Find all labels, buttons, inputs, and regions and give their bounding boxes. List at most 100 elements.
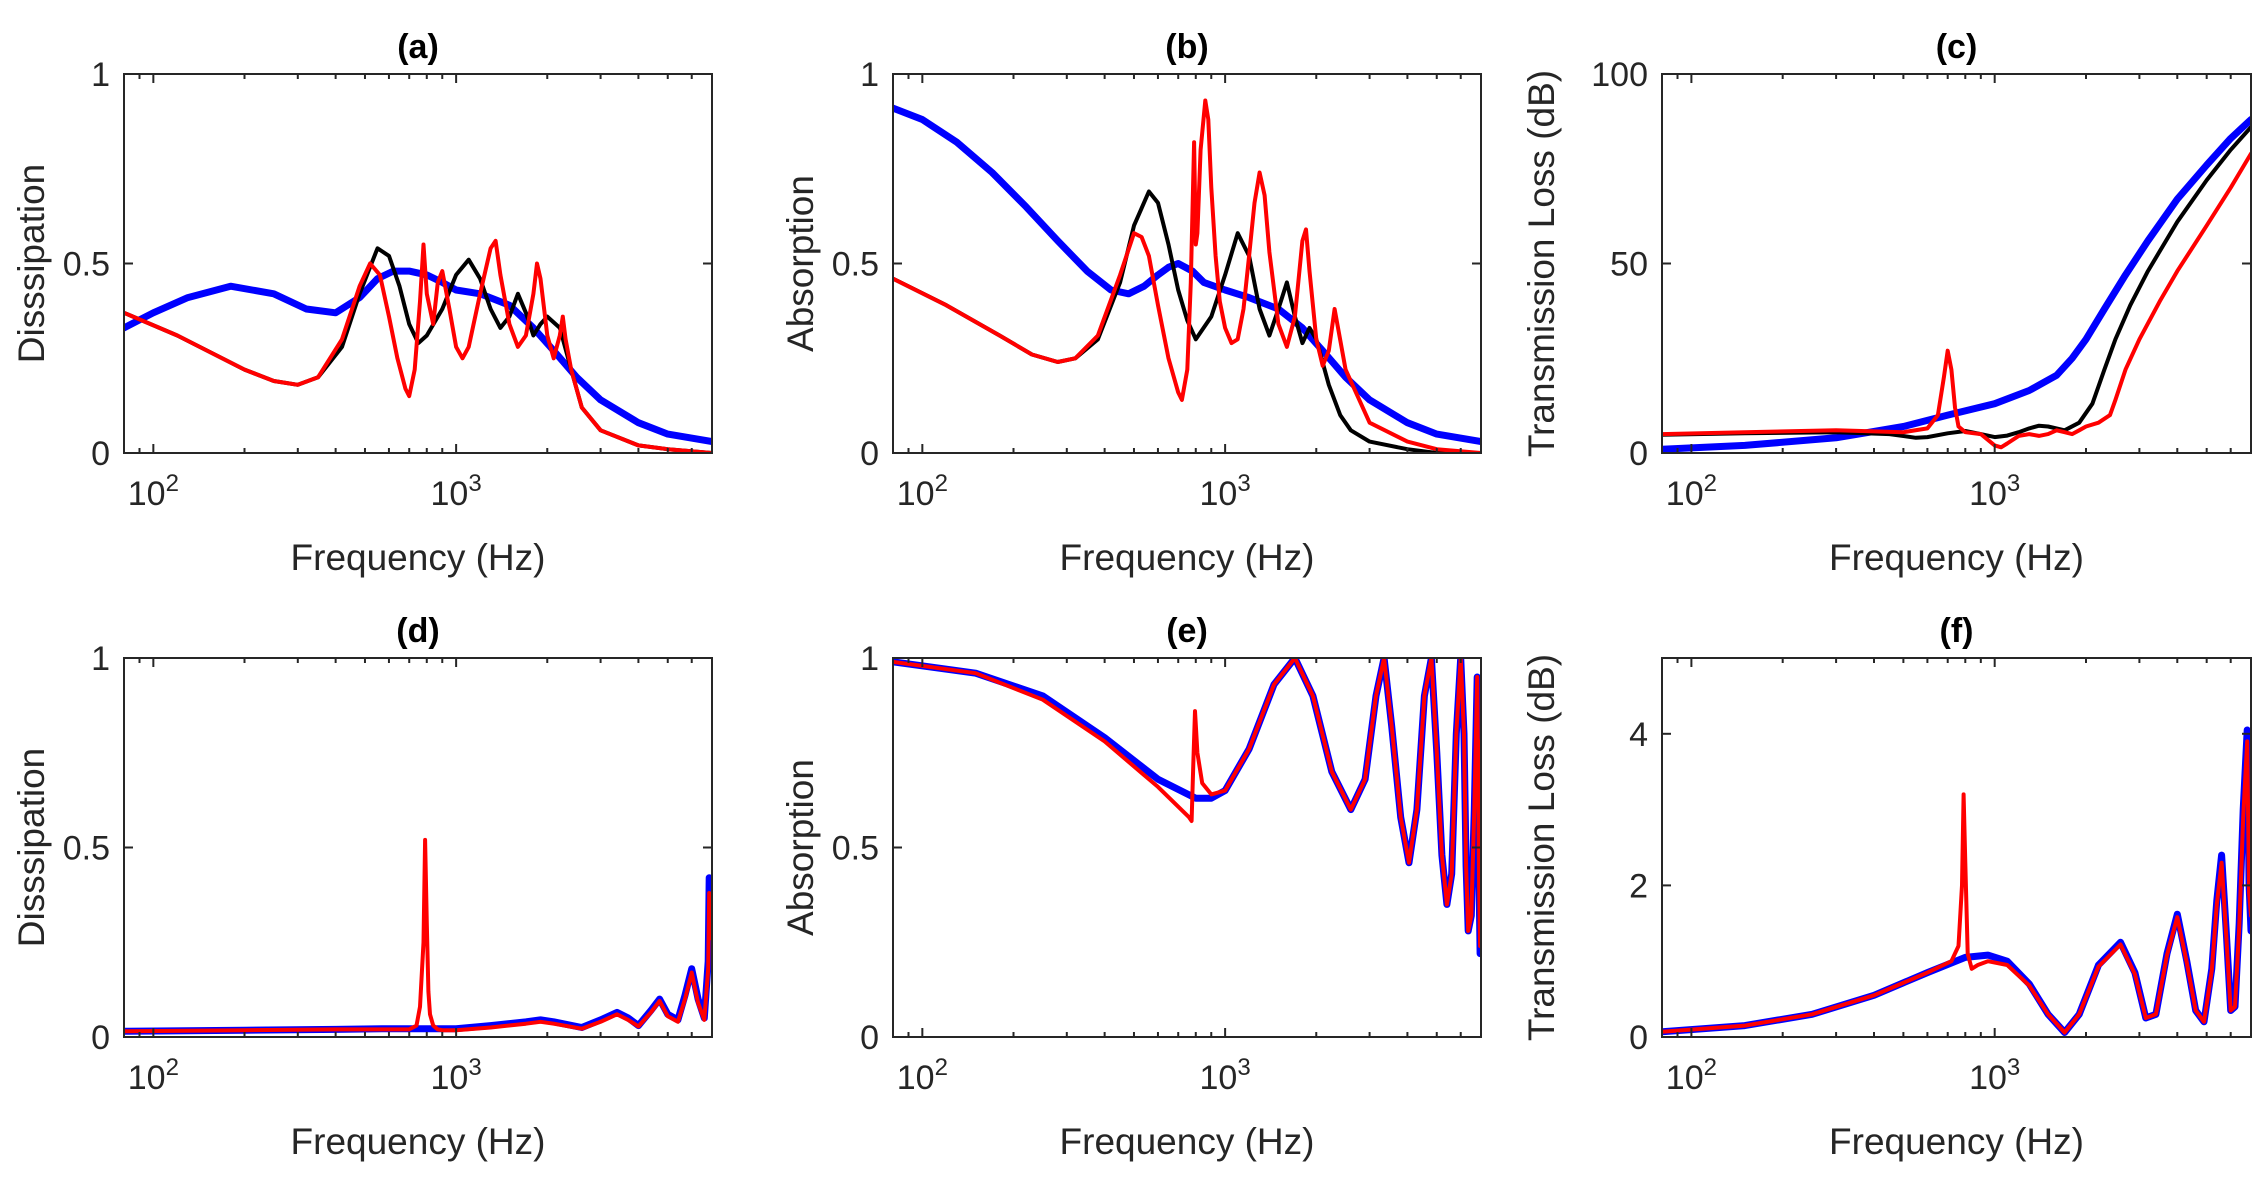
y-axis-label: Absorption [780, 759, 821, 936]
series-line-blue [893, 104, 1481, 446]
series-line-red [1662, 151, 2251, 450]
x-tick-exponent: 2 [1704, 1054, 1717, 1081]
x-axis-label: Frequency (Hz) [1060, 537, 1315, 578]
x-tick-exponent: 3 [468, 1054, 481, 1081]
x-tick-label: 102 [897, 470, 948, 513]
y-tick-label: 1 [860, 640, 879, 678]
axes-box [1661, 657, 2252, 1038]
series-group [893, 658, 1481, 958]
y-tick-label: 1 [91, 56, 110, 94]
series-line-red [893, 658, 1481, 948]
axes-box [123, 657, 713, 1038]
y-tick-label: 0 [91, 1019, 110, 1057]
x-tick-label: 103 [431, 470, 482, 513]
x-tick-base: 10 [431, 475, 469, 513]
series-group [1662, 726, 2251, 1036]
series-group [893, 98, 1481, 453]
series-group [124, 837, 712, 1035]
series-group [1662, 116, 2251, 453]
axes-box [892, 73, 1482, 454]
x-tick-base: 10 [1666, 1059, 1704, 1097]
x-axis-label: Frequency (Hz) [291, 1121, 546, 1162]
x-axis-label: Frequency (Hz) [1829, 1121, 2084, 1162]
x-axis-label: Frequency (Hz) [291, 537, 546, 578]
x-tick-base: 10 [1200, 475, 1238, 513]
y-axis-label: Disssipation [11, 164, 52, 363]
y-tick-label: 50 [1610, 246, 1648, 284]
y-tick-label: 0.5 [63, 246, 110, 284]
x-tick-label: 103 [431, 1054, 482, 1097]
series-line-black [1662, 125, 2251, 440]
y-tick-label: 2 [1629, 867, 1648, 905]
y-axis-label: Absorption [780, 175, 821, 352]
series-line-red [1662, 739, 2251, 1035]
x-tick-exponent: 2 [935, 470, 948, 497]
x-tick-base: 10 [1969, 475, 2007, 513]
y-tick-label: 0 [860, 1019, 879, 1057]
x-tick-exponent: 3 [2007, 1054, 2020, 1081]
panel-title: (c) [1936, 28, 1978, 66]
x-tick-base: 10 [1969, 1059, 2007, 1097]
x-tick-base: 10 [1200, 1059, 1238, 1097]
axes-box [1661, 73, 2252, 454]
series-group [124, 238, 712, 453]
x-tick-base: 10 [897, 475, 935, 513]
panel-title: (e) [1166, 612, 1208, 650]
x-tick-label: 102 [1666, 1054, 1717, 1097]
panel-title: (f) [1940, 612, 1974, 650]
series-line-red [893, 98, 1481, 453]
y-axis-label: Disssipation [11, 748, 52, 947]
series-line-blue [124, 267, 712, 446]
x-tick-base: 10 [128, 475, 166, 513]
y-axis-label: Transmission Loss (dB) [1521, 70, 1562, 457]
x-tick-exponent: 3 [468, 470, 481, 497]
x-tick-exponent: 2 [935, 1054, 948, 1081]
series-line-red [124, 837, 712, 1034]
x-tick-base: 10 [1666, 475, 1704, 513]
x-tick-label: 102 [128, 470, 179, 513]
x-axis-label: Frequency (Hz) [1829, 537, 2084, 578]
x-axis-label: Frequency (Hz) [1060, 1121, 1315, 1162]
x-tick-exponent: 3 [1237, 1054, 1250, 1081]
panel-title: (b) [1165, 28, 1208, 66]
axes-box [123, 73, 713, 454]
y-tick-label: 0.5 [832, 830, 879, 868]
x-tick-base: 10 [128, 1059, 166, 1097]
series-line-red [124, 238, 712, 453]
y-tick-label: 0 [860, 435, 879, 473]
x-tick-base: 10 [897, 1059, 935, 1097]
series-line-blue [893, 658, 1481, 958]
y-tick-label: 0 [1629, 435, 1648, 473]
x-tick-label: 103 [1969, 1054, 2020, 1097]
x-tick-exponent: 2 [166, 470, 179, 497]
x-tick-exponent: 3 [2007, 470, 2020, 497]
y-axis-label: Transmission Loss (dB) [1521, 654, 1562, 1041]
x-tick-exponent: 3 [1237, 470, 1250, 497]
x-tick-label: 103 [1969, 470, 2020, 513]
x-tick-label: 103 [1200, 1054, 1251, 1097]
y-tick-label: 4 [1629, 716, 1648, 754]
y-tick-label: 0 [1629, 1019, 1648, 1057]
x-tick-label: 102 [128, 1054, 179, 1097]
y-tick-label: 1 [91, 640, 110, 678]
y-tick-label: 0.5 [63, 830, 110, 868]
y-tick-label: 0.5 [832, 246, 879, 284]
x-tick-label: 102 [897, 1054, 948, 1097]
y-tick-label: 0 [91, 435, 110, 473]
x-tick-label: 103 [1200, 470, 1251, 513]
x-tick-exponent: 2 [1704, 470, 1717, 497]
y-tick-label: 1 [860, 56, 879, 94]
y-tick-label: 100 [1591, 56, 1648, 94]
x-tick-exponent: 2 [166, 1054, 179, 1081]
series-line-blue [1662, 116, 2251, 453]
panel-title: (d) [396, 612, 439, 650]
x-tick-label: 102 [1666, 470, 1717, 513]
x-tick-base: 10 [431, 1059, 469, 1097]
